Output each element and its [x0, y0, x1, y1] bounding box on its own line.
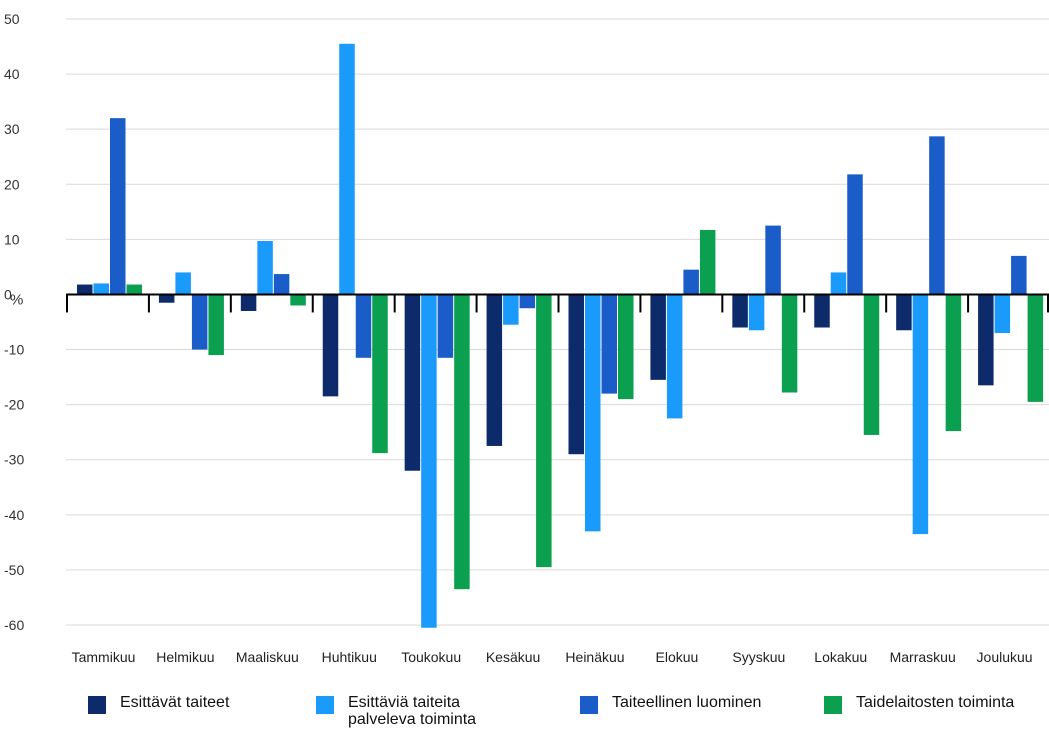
bar: [896, 294, 912, 331]
x-axis: [66, 293, 1049, 313]
category-label: Elokuu: [656, 649, 699, 665]
bar: [830, 272, 847, 295]
bar: [863, 294, 880, 435]
bar: [650, 294, 666, 380]
bar: [372, 294, 388, 454]
y-tick-label: 50: [4, 11, 20, 27]
bar: [781, 294, 798, 393]
bar: [208, 294, 224, 356]
bar: [765, 225, 781, 295]
legend-swatch: [824, 696, 842, 714]
bar: [454, 294, 470, 590]
bar: [126, 284, 142, 295]
category-label: Joulukuu: [977, 649, 1033, 665]
bar: [1011, 255, 1027, 295]
bar: [519, 294, 536, 309]
bar: [994, 294, 1011, 334]
bar: [748, 294, 765, 331]
bar: [568, 294, 584, 455]
bar: [77, 284, 93, 295]
category-label: Marraskuu: [890, 649, 956, 665]
bar: [421, 294, 437, 628]
y-tick-label: -60: [4, 617, 24, 633]
category-label: Tammikuu: [72, 649, 136, 665]
bar: [618, 294, 634, 400]
bar: [503, 294, 519, 325]
legend-item: Taiteellinen luominen: [580, 694, 761, 714]
bar: [585, 294, 601, 532]
legend-swatch: [316, 696, 334, 714]
category-label: Syyskuu: [732, 649, 785, 665]
legend-label: Taidelaitosten toiminta: [856, 694, 1015, 711]
bar: [273, 274, 290, 295]
y-axis-ticks: 50 40 30 20 10 0 -10 -20 -30 -40 -50 -60: [4, 11, 24, 633]
bars: [77, 43, 1044, 628]
legend-item: Esittävät taiteet: [88, 694, 229, 714]
bar: [929, 136, 945, 295]
bar: [683, 269, 699, 295]
legend-item: Taidelaitosten toiminta: [824, 694, 1014, 714]
y-tick-label: -30: [4, 452, 24, 468]
bar: [175, 272, 191, 295]
legend-label: Taiteellinen luominen: [612, 694, 762, 711]
y-tick-label: 0: [4, 286, 12, 302]
gridlines: [66, 18, 1049, 626]
category-label: Maaliskuu: [236, 649, 299, 665]
bar: [257, 241, 273, 295]
bar: [912, 294, 929, 535]
y-tick-label: 10: [4, 231, 20, 247]
bar: [240, 294, 257, 311]
bar: [536, 294, 552, 568]
legend-swatch: [580, 696, 598, 714]
legend-swatch: [88, 696, 106, 714]
bar: [945, 294, 962, 432]
legend-label: Esittäviä taiteita palveleva toiminta: [348, 694, 477, 728]
category-label: Lokakuu: [814, 649, 867, 665]
bar-chart: 50 40 30 20 10 0 -10 -20 -30 -40 -50 -60 Tammikuu He…: [4, 11, 1049, 665]
category-label: Toukokuu: [401, 649, 461, 665]
bar: [1027, 294, 1044, 402]
y-tick-label: 40: [4, 66, 20, 82]
bar: [814, 294, 830, 328]
bar: [158, 294, 175, 303]
legend: Esittävät taiteet Esittäviä taiteita palv…: [0, 694, 1049, 738]
bar: [110, 118, 126, 295]
bar: [978, 294, 994, 386]
bar: [355, 294, 372, 358]
bar: [666, 294, 683, 419]
bar: [847, 174, 863, 295]
y-tick-label: 20: [4, 176, 20, 192]
bar: [437, 294, 454, 358]
y-axis-unit-label: %: [10, 291, 23, 308]
y-tick-label: -40: [4, 507, 24, 523]
y-tick-label: -50: [4, 562, 24, 578]
bar: [732, 294, 748, 328]
bar: [699, 229, 716, 295]
bar: [404, 294, 421, 471]
category-label: Huhtikuu: [322, 649, 377, 665]
category-label: Kesäkuu: [486, 649, 540, 665]
bar: [486, 294, 503, 446]
y-tick-label: -10: [4, 342, 24, 358]
bar: [191, 294, 208, 350]
legend-item: Esittäviä taiteita palveleva toiminta: [316, 694, 476, 728]
category-label: Heinäkuu: [565, 649, 624, 665]
bar: [339, 43, 355, 295]
bar: [601, 294, 617, 394]
category-labels: Tammikuu Helmikuu Maaliskuu Huhtikuu Toukoku…: [72, 649, 1033, 665]
y-tick-label: -20: [4, 397, 24, 413]
bar: [322, 294, 339, 397]
legend-label: Esittävät taiteet: [120, 694, 230, 711]
category-label: Helmikuu: [156, 649, 214, 665]
bar: [290, 294, 306, 306]
y-tick-label: 30: [4, 121, 20, 137]
bar: [93, 283, 109, 295]
